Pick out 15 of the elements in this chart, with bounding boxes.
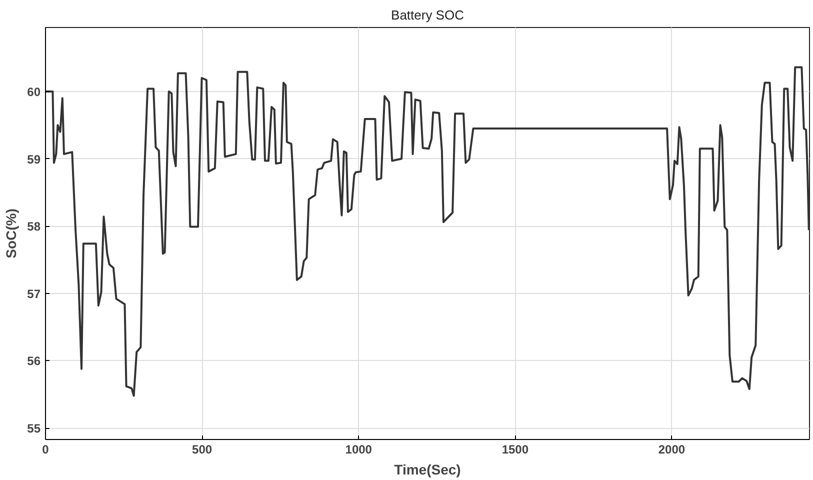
y-tick-label: 58 — [27, 220, 41, 234]
y-tick-label: 55 — [27, 422, 41, 436]
x-tick-label: 0 — [42, 442, 50, 456]
y-tick-label: 59 — [27, 152, 41, 166]
y-axis-title: SoC(%) — [3, 208, 20, 258]
x-tick-label: 500 — [192, 442, 212, 456]
x-axis-title: Time(Sec) — [394, 462, 461, 478]
x-tick-label: 1500 — [502, 442, 529, 456]
x-tick-label: 2000 — [658, 442, 686, 456]
y-tick-label: 56 — [27, 354, 41, 368]
line-series — [46, 66, 810, 397]
x-tick-label: 1000 — [345, 442, 372, 456]
chart-title: Battery SOC — [391, 8, 464, 22]
y-tick-label: 57 — [27, 286, 41, 301]
y-tick-label: 60 — [27, 84, 41, 99]
